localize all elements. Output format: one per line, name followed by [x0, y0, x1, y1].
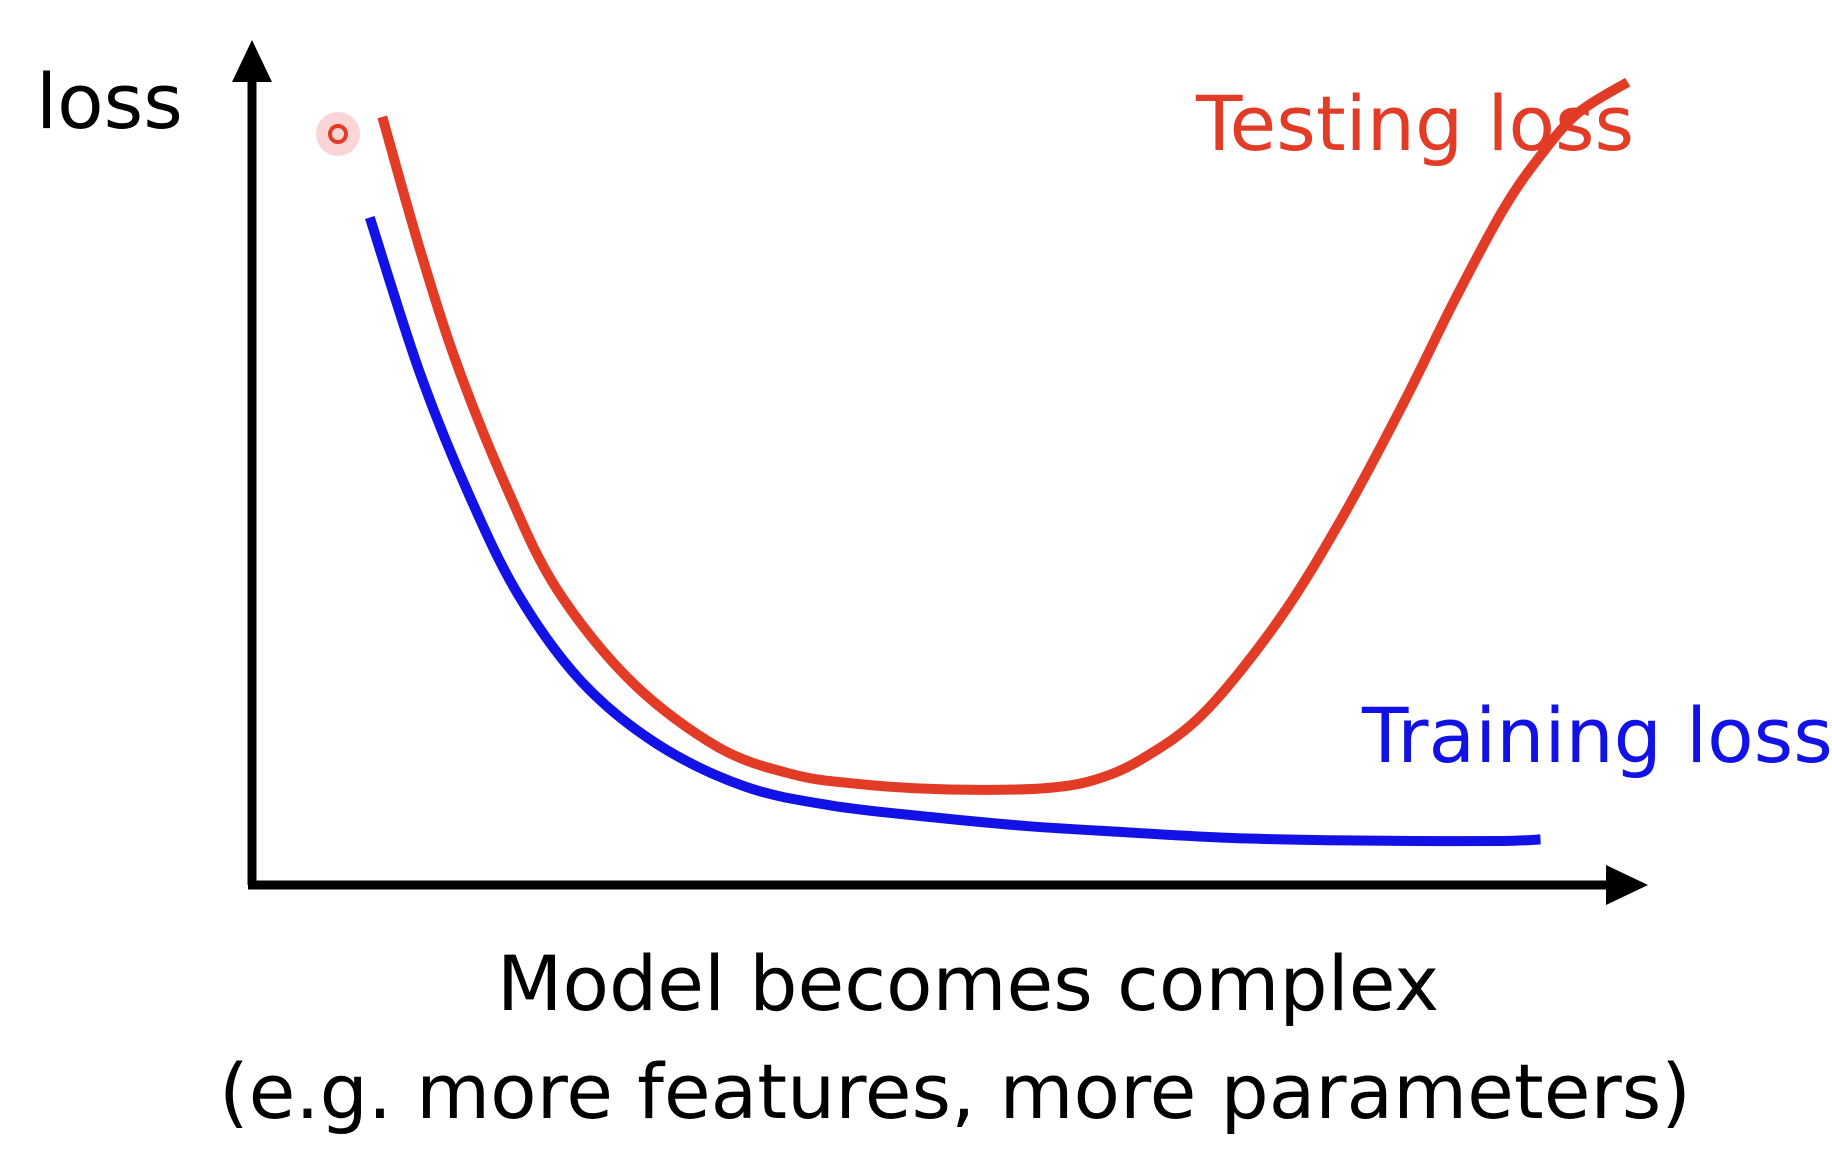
- series-line-training: [365, 215, 1541, 847]
- series-label-testing: Testing loss: [1195, 79, 1634, 168]
- series-label-training: Training loss: [1361, 691, 1832, 780]
- y-axis-label: loss: [36, 57, 183, 146]
- cursor-dot: [328, 124, 348, 144]
- cursor-highlight: [316, 112, 360, 156]
- series-layer: [365, 77, 1631, 847]
- series-line-testing: [377, 77, 1631, 795]
- y-axis-arrowhead: [232, 40, 272, 82]
- x-axis-label: Model becomes complex: [497, 939, 1439, 1028]
- x-axis-sublabel: (e.g. more features, more parameters): [219, 1047, 1691, 1136]
- x-axis-arrowhead: [1606, 865, 1648, 905]
